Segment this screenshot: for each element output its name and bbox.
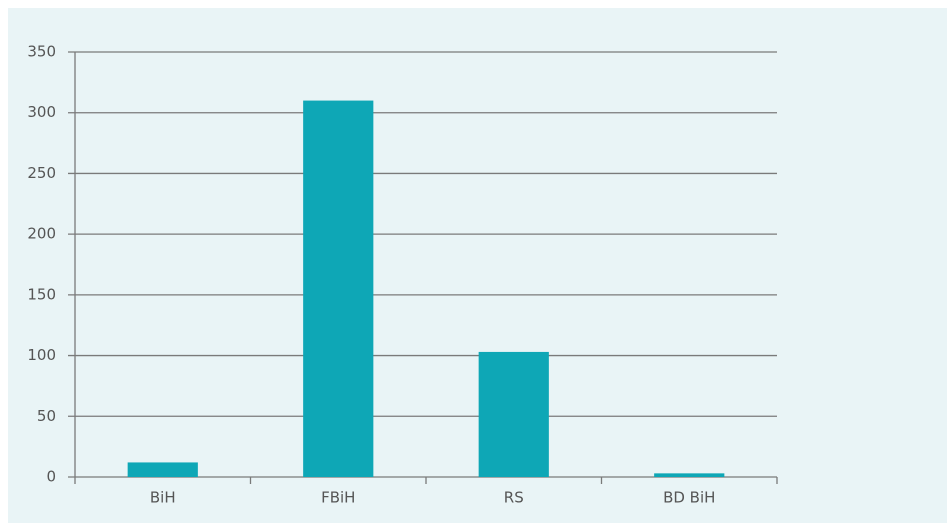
y-tick-label: 0 [46, 468, 56, 486]
y-tick-label: 300 [27, 103, 56, 121]
x-tick-label: BD BiH [663, 489, 715, 507]
bar [478, 351, 549, 477]
y-tick-label: 150 [27, 285, 56, 303]
bar [303, 100, 374, 478]
y-tick-label: 100 [27, 346, 56, 364]
bar [127, 462, 198, 477]
y-tick-label: 350 [27, 43, 56, 61]
x-tick-label: FBiH [321, 489, 355, 507]
y-tick-label: 250 [27, 164, 56, 182]
y-tick-label: 50 [37, 407, 56, 425]
bar [654, 473, 725, 477]
y-tick-label: 200 [27, 225, 56, 243]
x-tick-label: RS [504, 489, 524, 507]
chart-background [8, 8, 947, 523]
x-tick-label: BiH [150, 489, 176, 507]
